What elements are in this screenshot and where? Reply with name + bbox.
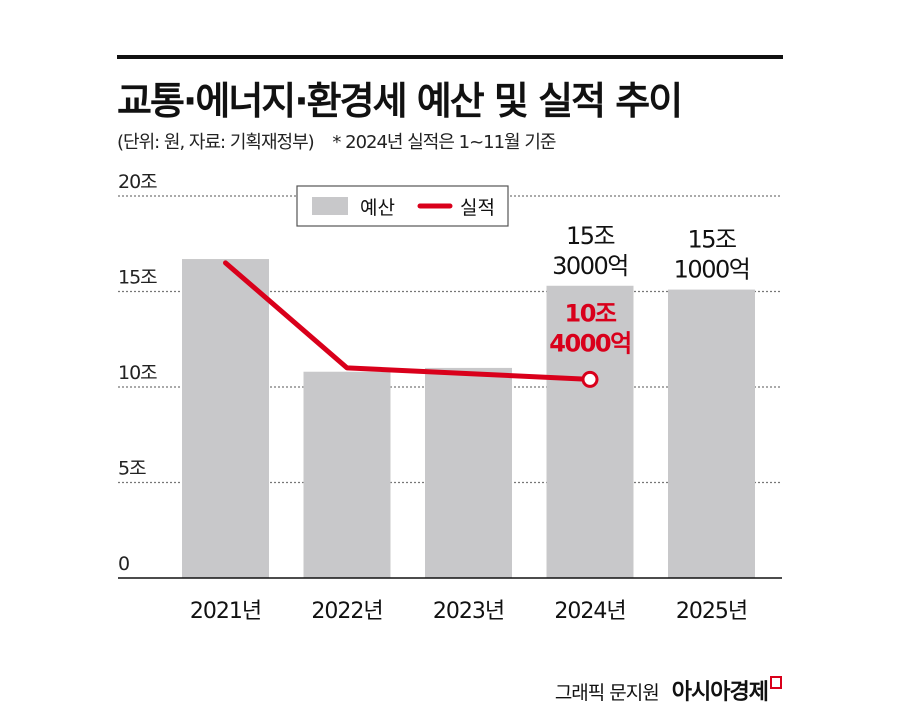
budget-bar [425, 367, 512, 578]
unit-note: (단위: 원, 자료: 기획재정부) [117, 132, 315, 153]
budget-value-label: 3000억 [552, 252, 628, 280]
logo-mark-icon [770, 676, 782, 689]
top-rule [117, 55, 783, 59]
budget-value-label: 1000억 [674, 256, 750, 284]
footer: 그래픽 문지원 아시아경제 [555, 674, 782, 706]
actual-line [223, 260, 593, 382]
publisher-logo: 아시아경제 [671, 680, 769, 705]
x-tick-label: 2023년 [433, 599, 504, 624]
actual-endpoint [581, 370, 599, 388]
budget-value-label: 15조 [566, 222, 615, 250]
x-tick-label: 2025년 [676, 599, 747, 624]
chart-subtitle: (단위: 원, 자료: 기획재정부) * 2024년 실적은 1~11월 기준 [117, 128, 569, 154]
budget-bar [182, 259, 269, 578]
x-tick-label: 2024년 [554, 599, 625, 624]
x-tick-label: 2022년 [311, 599, 382, 624]
budget-bar [668, 289, 755, 578]
y-tick-label: 10조 [118, 362, 157, 384]
x-tick-label: 2021년 [190, 599, 261, 624]
budget-bar [546, 285, 634, 578]
legend-label-budget: 예산 [360, 197, 395, 219]
y-tick-label: 0 [118, 553, 129, 575]
y-tick-label: 20조 [118, 171, 157, 193]
legend-swatch-budget [312, 197, 348, 215]
budget-value-label: 15조 [687, 226, 736, 254]
y-tick-label: 5조 [118, 458, 146, 480]
y-tick-label: 15조 [118, 267, 157, 289]
actual-value-label: 4000억 [549, 329, 630, 357]
chart-title: 교통·에너지·환경세 예산 및 실적 추이 [117, 79, 683, 123]
graphic-credit: 그래픽 문지원 [554, 682, 660, 704]
legend-label-actual: 실적 [460, 197, 495, 219]
budget-bar [303, 371, 391, 578]
footnote: * 2024년 실적은 1~11월 기준 [332, 132, 556, 153]
actual-value-label: 10조 [565, 299, 617, 327]
